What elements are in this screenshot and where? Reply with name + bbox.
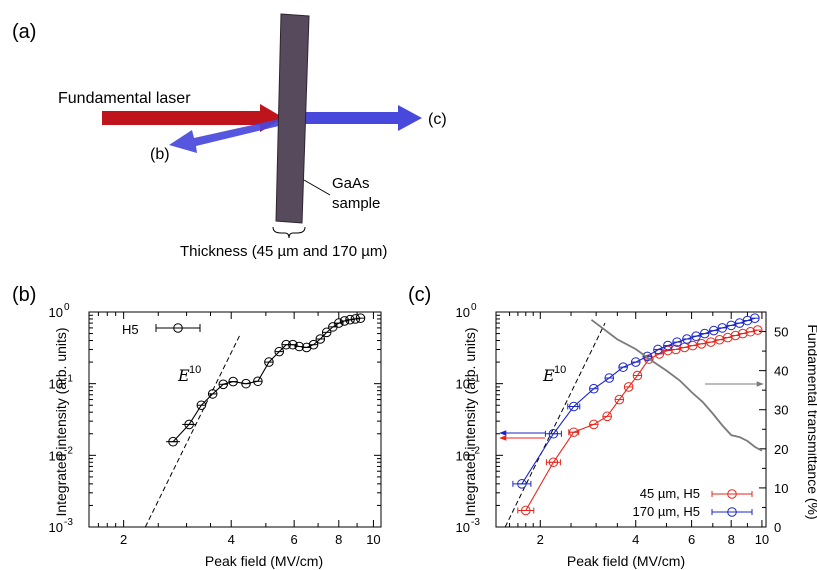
thickness-label: Thickness (45 µm and 170 µm) [180, 243, 387, 260]
y2-tick-label: 50 [774, 325, 788, 340]
x-tick-label: 4 [228, 532, 235, 547]
beam-c-label: (c) [428, 111, 447, 128]
panel-b-chart: (b) Peak field (MV/cm) Integrated intens… [12, 284, 382, 569]
legend-swatch-marker [727, 507, 737, 517]
plot-frame [495, 311, 767, 528]
x-tick-label: 8 [728, 532, 735, 547]
transmitted-beam-arrow [284, 105, 422, 131]
y-tick-exponent: -1 [471, 374, 480, 385]
y2-tick-label: 0 [774, 520, 781, 535]
panel-c-fit-label: E [542, 366, 555, 385]
sample-label-line1: GaAs [332, 175, 370, 192]
y-tick-exponent: -1 [64, 374, 73, 385]
panel-a-label: (a) [12, 21, 36, 43]
x-tick-label: 10 [366, 532, 380, 547]
fundamental-laser-beam [102, 104, 284, 132]
y2-tick-label: 10 [774, 481, 788, 496]
y2-tick-label: 20 [774, 442, 788, 457]
panel-b-fit-exponent: 10 [189, 364, 201, 376]
panel-c-ylabel: Integrated intensity (arb. units) [462, 327, 478, 516]
y-tick-exponent: -2 [471, 445, 480, 456]
panel-b-ylabel: Integrated intensity (arb. units) [53, 327, 69, 516]
panel-c-xlabel: Peak field (MV/cm) [567, 553, 685, 569]
sample-label-line2: sample [332, 195, 380, 212]
plot-frame [88, 311, 382, 528]
x-tick-label: 6 [688, 532, 695, 547]
panel-c-y2label: Fundamental transmittance (%) [805, 324, 817, 519]
power-law-fit-line [144, 333, 242, 528]
beam-b-label: (b) [150, 146, 170, 163]
y-tick-label: 10 [456, 377, 470, 392]
legend-swatch-marker [727, 489, 737, 499]
panel-c-chart: (c) Peak field (MV/cm) Integrated intens… [408, 284, 817, 569]
sample-pointer-line [303, 179, 331, 196]
series-line [172, 317, 361, 443]
y-tick-exponent: -2 [64, 445, 73, 456]
x-tick-label: 6 [291, 532, 298, 547]
x-tick-label: 8 [335, 532, 342, 547]
y-tick-label: 10 [456, 448, 470, 463]
panel-c-label: (c) [408, 284, 431, 306]
panel-c-legend-label-45um: 45 µm, H5 [640, 486, 700, 501]
panel-c-fit-exponent: 10 [554, 364, 566, 376]
y-tick-exponent: 0 [471, 302, 477, 313]
y-tick-exponent: 0 [64, 302, 70, 313]
x-tick-label: 4 [632, 532, 639, 547]
series-line [525, 329, 758, 511]
y-tick-label: 10 [456, 305, 470, 320]
y-tick-label: 10 [49, 305, 63, 320]
thickness-brace [272, 226, 306, 239]
panel-b-legend-label: H5 [122, 322, 139, 337]
x-tick-label: 2 [537, 532, 544, 547]
y-tick-label: 10 [456, 520, 470, 535]
panel-c-legend-label-170um: 170 µm, H5 [633, 504, 700, 519]
power-law-fit-line [504, 322, 606, 528]
x-tick-label: 2 [120, 532, 127, 547]
y-tick-label: 10 [49, 377, 63, 392]
panel-b-fit-label: E [177, 366, 190, 385]
x-tick-label: 10 [755, 532, 769, 547]
y-tick-label: 10 [49, 520, 63, 535]
panel-a: (a) Fundamental laser (b) (c) GaAs sampl… [12, 13, 447, 260]
panel-b-xlabel: Peak field (MV/cm) [205, 553, 323, 569]
y2-tick-label: 30 [774, 403, 788, 418]
gaas-sample [275, 13, 310, 224]
transmittance-line [590, 319, 763, 452]
y2-tick-label: 40 [774, 364, 788, 379]
reflected-beam-arrow [169, 118, 287, 153]
y-tick-label: 10 [49, 448, 63, 463]
panel-b-label: (b) [12, 284, 36, 306]
y-tick-exponent: -3 [471, 517, 480, 528]
legend-swatch-marker [173, 323, 183, 333]
laser-label: Fundamental laser [58, 90, 191, 107]
y-tick-exponent: -3 [64, 517, 73, 528]
